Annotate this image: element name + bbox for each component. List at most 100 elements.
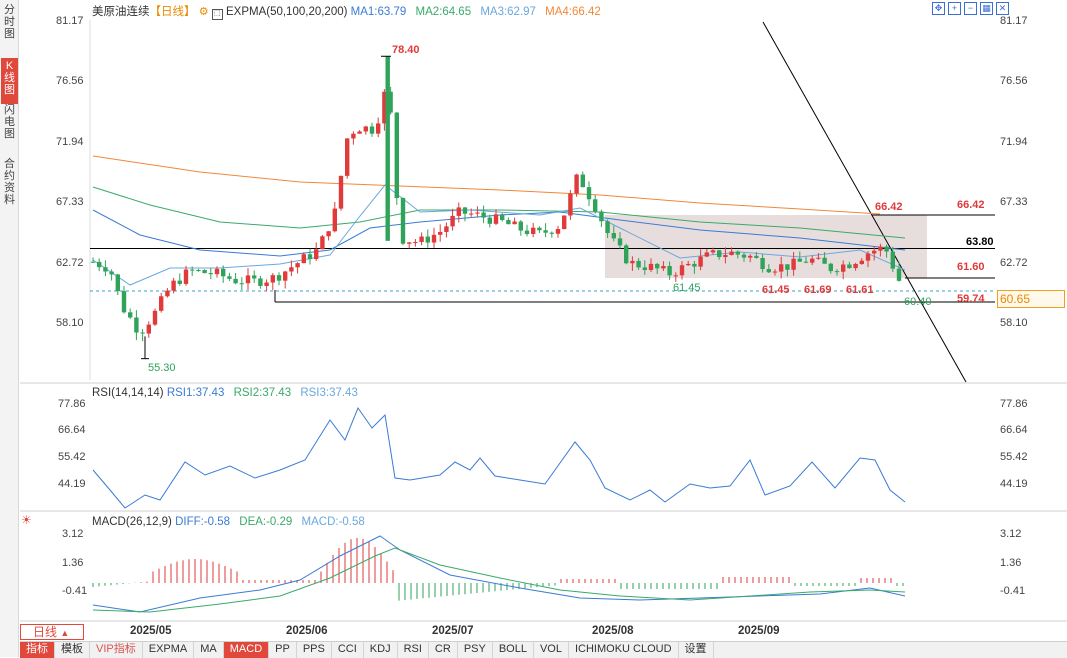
settings-gear-icon[interactable]: ⚙	[198, 6, 209, 18]
date-label: 2025/07	[432, 625, 474, 637]
candle-body	[351, 133, 356, 139]
rsi2-value: RSI2:37.43	[233, 387, 292, 399]
candle-body	[865, 253, 871, 261]
candle-body	[599, 211, 604, 222]
candle-body	[363, 126, 368, 132]
candle-body	[264, 282, 269, 286]
candle-body	[828, 263, 833, 272]
rsi-line	[92, 406, 906, 509]
macd-tick: 1.36	[1000, 557, 1022, 569]
candle-body	[741, 254, 747, 258]
indicator-tab-指标[interactable]: 指标	[20, 642, 55, 658]
candle-body	[524, 230, 530, 235]
tab-contract-info[interactable]: 合约资料	[4, 158, 15, 206]
candle-body	[115, 274, 120, 292]
zoom-out-icon[interactable]: −	[964, 2, 977, 15]
candle-body	[208, 273, 213, 275]
grid-icon[interactable]: ▦	[980, 2, 993, 15]
low-marker: 55.30	[148, 362, 176, 374]
rsi3-value: RSI3:37.43	[300, 387, 358, 399]
close-icon[interactable]: ✕	[996, 2, 1009, 15]
candle-body	[636, 260, 641, 268]
candle-body	[574, 174, 579, 194]
indicator-tab-psy[interactable]: PSY	[458, 642, 493, 658]
price-tick: 81.17	[56, 15, 84, 27]
candle-body	[735, 251, 740, 255]
indicator-tab-ma[interactable]: MA	[194, 642, 224, 658]
indicator-tab-rsi[interactable]: RSI	[398, 642, 429, 658]
indicator-tab-template[interactable]: 模板	[55, 642, 90, 658]
candle-body	[190, 269, 195, 271]
candle-body	[289, 267, 294, 272]
indicator-tab-vol[interactable]: VOL	[534, 642, 569, 658]
candle-body	[673, 275, 678, 277]
candle-body	[314, 249, 319, 260]
candle-body	[140, 332, 145, 334]
candle-body	[376, 123, 381, 134]
candle-body	[301, 254, 306, 264]
indicator-tab-ichimoku[interactable]: ICHIMOKU CLOUD	[569, 642, 679, 658]
tab-kline[interactable]: K线图	[1, 58, 18, 104]
candle-body	[385, 56, 390, 241]
candle-body	[438, 231, 443, 235]
candle-body	[692, 263, 697, 267]
macd-settings-icon[interactable]: ☀	[21, 513, 32, 527]
tab-timeshare[interactable]: 分时图	[4, 4, 15, 40]
level-label-66-42: 66.42	[957, 199, 985, 211]
date-label: 2025/08	[592, 625, 634, 637]
candle-body	[760, 258, 765, 270]
indicator-tab-macd[interactable]: MACD	[223, 642, 270, 658]
candle-body	[679, 265, 685, 276]
candle-body	[128, 312, 133, 318]
candle-body	[779, 264, 784, 272]
zoom-in-icon[interactable]: +	[948, 2, 961, 15]
period-selector[interactable]: 日线 ▲	[20, 624, 84, 640]
candle-body	[568, 193, 573, 216]
low-label-61-61: 61.61	[846, 284, 874, 296]
candle-body	[617, 238, 623, 246]
candle-body	[121, 291, 127, 313]
current-price-label: 60.65	[997, 290, 1065, 308]
tab-flash-chart[interactable]: 闪电图	[4, 104, 15, 140]
indicator-tab-kdj[interactable]: KDJ	[364, 642, 398, 658]
candle-body	[648, 263, 654, 271]
candle-body	[307, 254, 313, 260]
indicator-tab-pps[interactable]: PPS	[297, 642, 332, 658]
candle-body	[258, 278, 263, 286]
ma4-value: MA4:66.42	[545, 6, 601, 18]
price-tick: 67.33	[1000, 196, 1028, 208]
indicator-tab-vip[interactable]: VIP指标	[90, 642, 143, 658]
ma4-line	[92, 155, 881, 215]
candle-body	[159, 296, 164, 311]
candle-body	[555, 228, 561, 234]
candle-body	[791, 258, 796, 270]
macd-tick: -0.41	[1000, 585, 1026, 597]
macd-dea-line	[92, 547, 906, 613]
price-tick: 76.56	[56, 75, 84, 87]
indicator-tab-settings[interactable]: 设置	[679, 642, 714, 658]
move-icon[interactable]: ✥	[932, 2, 945, 15]
candle-body	[332, 208, 337, 232]
ma2-line	[92, 186, 906, 239]
indicator-tab-cci[interactable]: CCI	[332, 642, 364, 658]
candle-body	[748, 255, 753, 258]
indicator-tab-cr[interactable]: CR	[429, 642, 458, 658]
indicator-tab-pp[interactable]: PP	[269, 642, 297, 658]
expand-icon[interactable]: ⬚	[211, 9, 223, 20]
candle-body	[785, 264, 790, 270]
candle-body	[183, 269, 189, 284]
macd-tick: 3.12	[1000, 528, 1022, 540]
candle-body	[326, 231, 331, 237]
ma3-line	[92, 184, 906, 286]
candle-body	[729, 251, 734, 256]
trend-line[interactable]	[762, 21, 967, 383]
candle-body	[723, 255, 728, 258]
candle-body	[661, 265, 666, 269]
candle-body	[295, 263, 300, 268]
indicator-tab-boll[interactable]: BOLL	[493, 642, 534, 658]
indicator-tab-expma[interactable]: EXPMA	[143, 642, 195, 658]
candle-body	[847, 264, 852, 269]
candle-body	[586, 187, 592, 200]
ma1-line	[92, 209, 906, 257]
